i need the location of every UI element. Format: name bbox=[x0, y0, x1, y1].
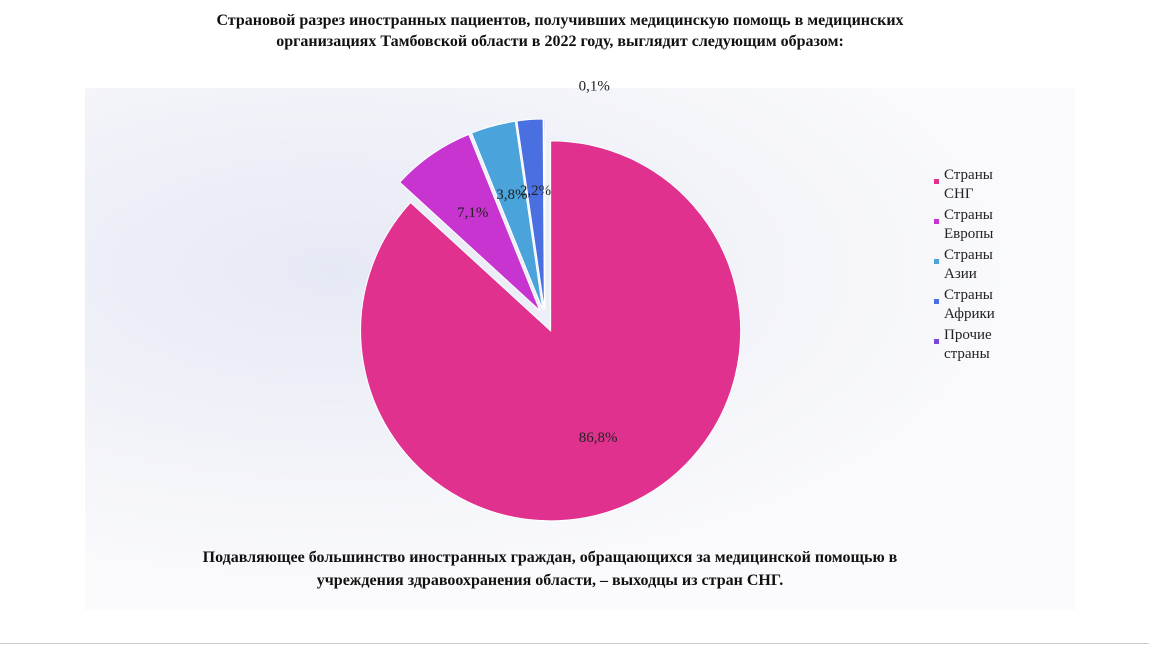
legend-item: Страны Африки bbox=[934, 286, 1014, 324]
data-label: 0,1% bbox=[579, 78, 610, 94]
legend-item: Страны СНГ bbox=[934, 166, 1014, 204]
legend-label: Страны СНГ bbox=[944, 167, 993, 202]
data-label: 7,1% bbox=[457, 205, 488, 221]
legend-label: Страны Африки bbox=[944, 287, 995, 322]
legend-swatch bbox=[934, 299, 939, 304]
caption: Подавляющее большинство иностранных граж… bbox=[202, 549, 898, 589]
legend-swatch bbox=[934, 339, 939, 344]
legend-label: Прочие страны bbox=[944, 327, 992, 362]
legend-label: Страны Европы bbox=[944, 207, 994, 242]
legend-item: Страны Европы bbox=[934, 206, 1014, 244]
pie-slice bbox=[543, 118, 546, 310]
divider bbox=[0, 643, 1149, 644]
legend-item: Прочие страны bbox=[934, 326, 1014, 364]
legend-label: Страны Азии bbox=[944, 247, 993, 282]
data-label: 3,8% bbox=[496, 187, 527, 203]
pie-slice bbox=[516, 118, 545, 310]
data-label: 86,8% bbox=[579, 430, 618, 446]
legend: Страны СНГ Страны Европы Страны Азии Страны… bbox=[934, 166, 1014, 366]
chart-title: Страновой разрез иностранных пациентов, … bbox=[216, 12, 904, 50]
pie-slice bbox=[360, 140, 742, 522]
legend-swatch bbox=[934, 179, 939, 184]
legend-swatch bbox=[934, 259, 939, 264]
data-label: 2,2% bbox=[520, 183, 551, 199]
pie-slice bbox=[399, 133, 541, 311]
pie-slice bbox=[470, 120, 544, 310]
legend-item: Страны Азии bbox=[934, 246, 1014, 284]
legend-swatch bbox=[934, 219, 939, 224]
